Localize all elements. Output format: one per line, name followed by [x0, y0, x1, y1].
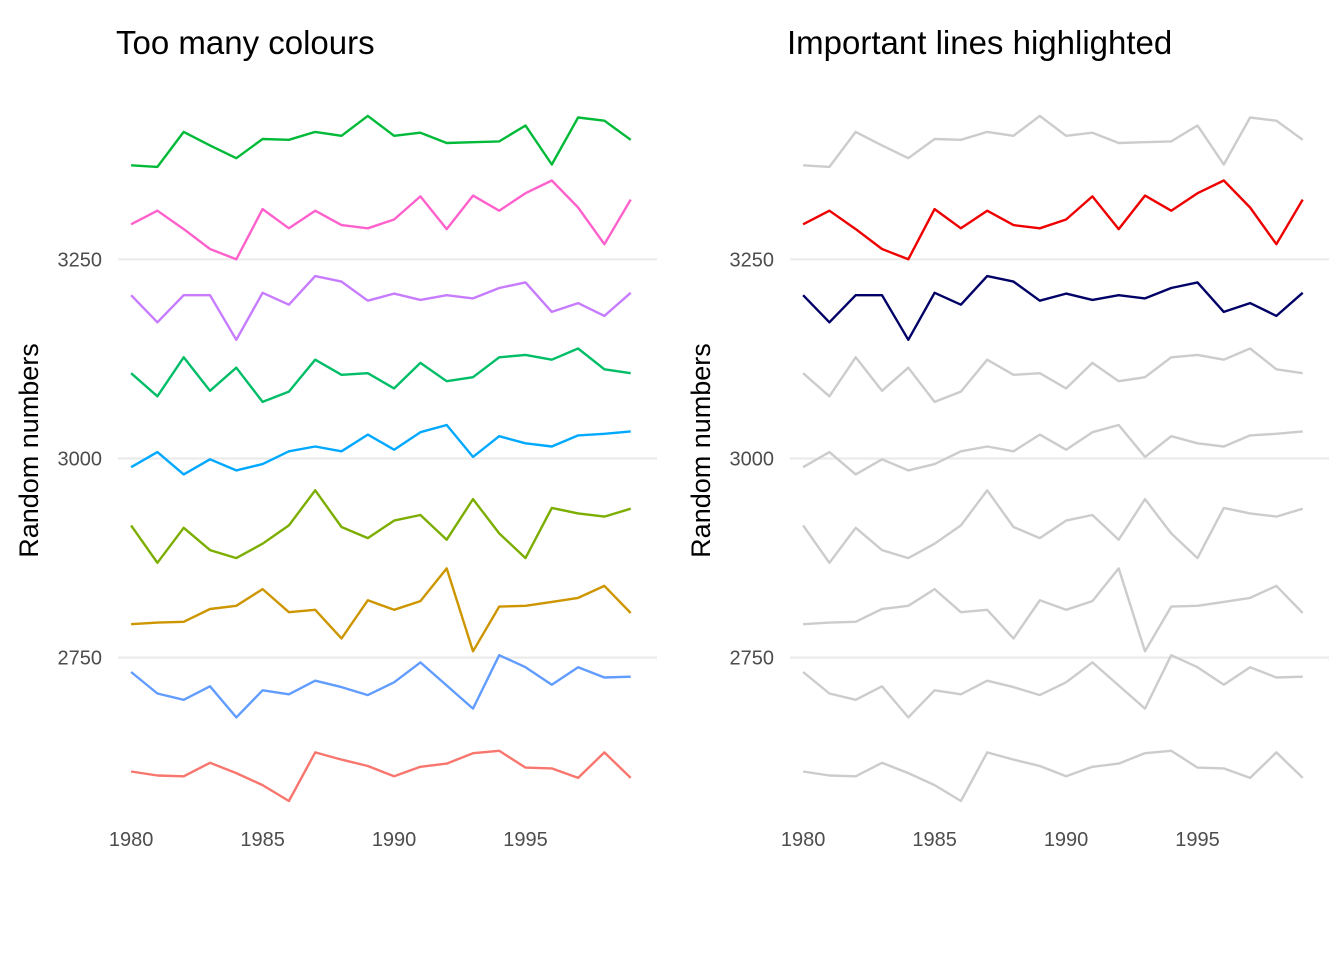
panel-title: Too many colours: [116, 24, 375, 61]
x-tick-label: 1990: [1044, 829, 1089, 851]
series-line-6: [802, 347, 1303, 404]
y-tick-label: 3000: [58, 448, 103, 470]
x-tick-label: 1995: [1175, 829, 1220, 851]
series-line-9: [803, 114, 1304, 169]
series-line-8: [130, 179, 632, 261]
series-line-9: [131, 114, 632, 169]
panel-title: Important lines highlighted: [787, 24, 1172, 61]
series-line-4: [130, 489, 632, 564]
series-line-4: [802, 489, 1304, 564]
series-line-1: [130, 749, 632, 803]
series-line-7: [130, 274, 632, 341]
x-tick-label: 1985: [912, 829, 957, 851]
y-tick-label: 2750: [730, 648, 775, 670]
y-tick-label: 3250: [730, 249, 775, 271]
y-tick-label: 2750: [58, 648, 103, 670]
series-line-5: [802, 423, 1303, 476]
series-line-3: [131, 567, 632, 653]
series-line-6: [130, 347, 631, 404]
x-tick-label: 1980: [781, 829, 826, 851]
x-tick-label: 1985: [240, 829, 285, 851]
y-tick-label: 3000: [730, 448, 775, 470]
series-line-8: [802, 179, 1304, 261]
x-tick-label: 1990: [372, 829, 417, 851]
series-line-5: [130, 423, 631, 476]
series-line-3: [803, 567, 1304, 653]
y-tick-label: 3250: [58, 249, 103, 271]
series-line-2: [802, 654, 1303, 719]
series-line-1: [802, 749, 1304, 803]
y-axis-label: Random numbers: [686, 343, 716, 558]
y-axis-label: Random numbers: [14, 343, 44, 558]
x-tick-label: 1980: [109, 829, 154, 851]
series-line-2: [130, 654, 631, 719]
x-tick-label: 1995: [503, 829, 548, 851]
series-line-7: [802, 274, 1304, 341]
